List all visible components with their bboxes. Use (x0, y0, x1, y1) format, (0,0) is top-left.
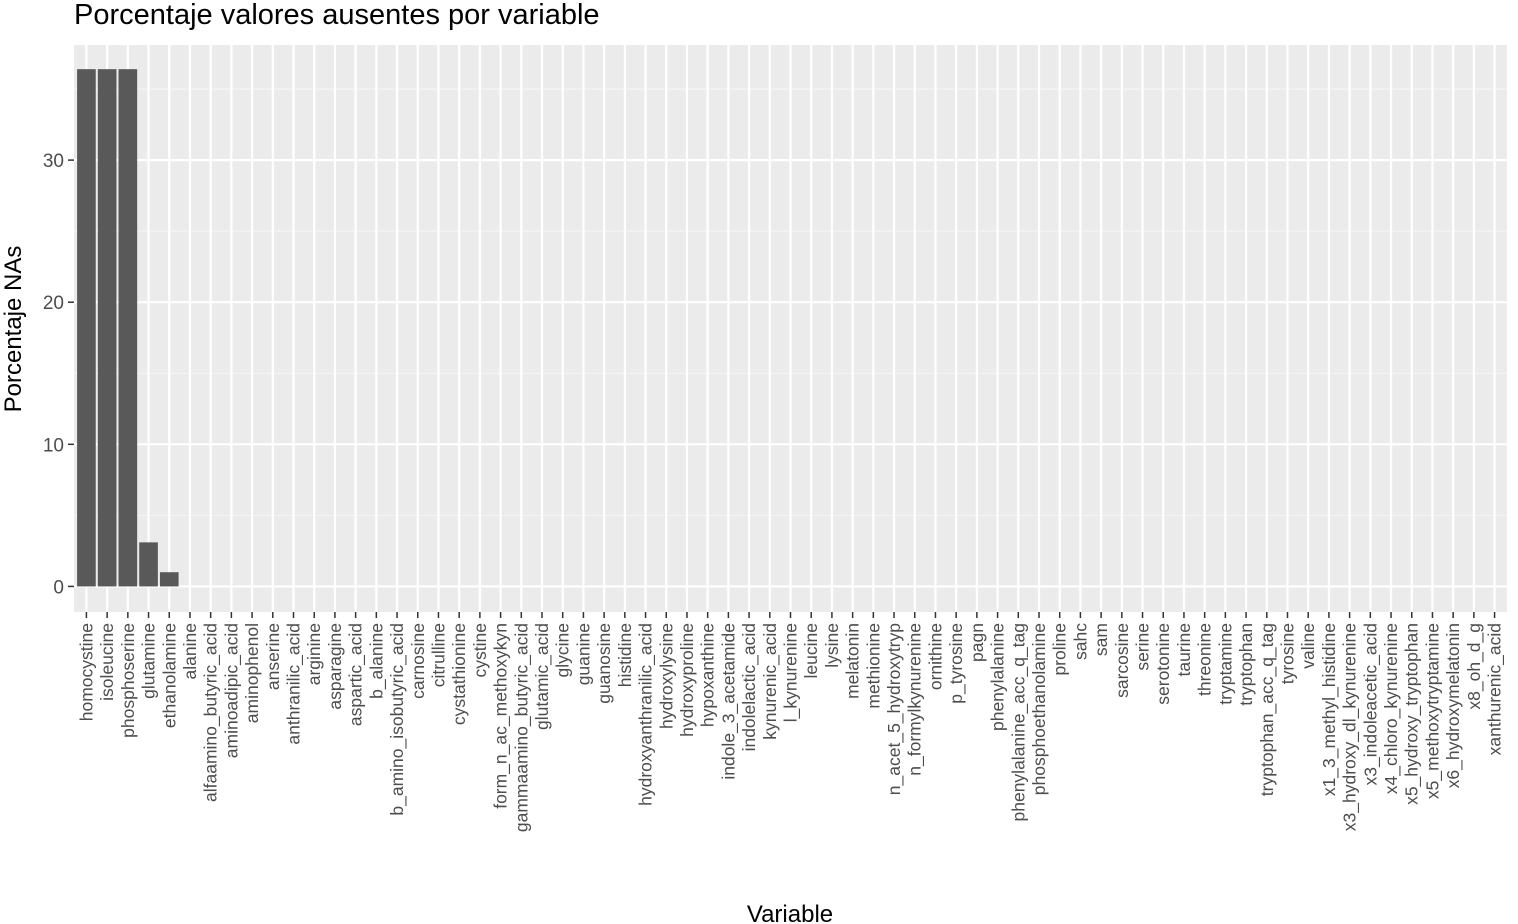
x-tick-label: x1_3_methyl_histidine (1319, 623, 1340, 796)
y-tick-label: 10 (43, 435, 64, 456)
x-tick-label: carnosine (408, 623, 428, 699)
x-tick-label: phosphoserine (118, 623, 138, 738)
x-tick-label: cystine (470, 623, 490, 677)
x-tick-label: pagn (967, 623, 987, 662)
x-tick-label: tryptamine (1215, 623, 1235, 705)
x-tick-label: aminophenol (242, 623, 262, 723)
x-tick-label: hydroxyanthranilic_acid (636, 623, 657, 806)
x-tick-label: isoleucine (97, 623, 117, 701)
x-tick-label: threonine (1195, 623, 1215, 696)
x-tick-label: tyrosine (1277, 623, 1297, 684)
x-tick-label: hydroxylysine (656, 623, 676, 729)
x-tick-label: xanthurenic_acid (1485, 623, 1506, 755)
x-tick-label: form_n_ac_methoxykyn (491, 623, 512, 809)
bar-phosphoserine (118, 69, 138, 587)
x-tick-label: n_acet_5_hydroxytryp (884, 623, 905, 795)
y-tick-label: 30 (43, 151, 64, 172)
x-tick-label: hypoxanthine (698, 623, 718, 727)
x-tick-label: tryptophan_acc_q_tag (1257, 623, 1278, 796)
x-tick-label: x5_methoxytryptamine (1422, 623, 1443, 799)
x-tick-label: x3_hydroxy_dl_kynurenine (1340, 623, 1361, 831)
x-tick-label: cystathionine (449, 623, 469, 725)
y-axis: 0 10 20 30 (43, 151, 74, 598)
y-tick-label: 0 (53, 577, 64, 598)
x-tick-label: n_formylkynurenine (905, 623, 926, 776)
x-tick-label: sahc (1070, 623, 1090, 660)
x-tick-label: glycine (553, 623, 573, 677)
x-axis: homocystine isoleucine phosphoserine glutam… (76, 612, 1506, 832)
x-tick-label: arginine (304, 623, 324, 685)
x-tick-label: anserine (263, 623, 283, 690)
x-tick-label: sarcosine (1112, 623, 1132, 698)
x-tick-label: guanine (573, 623, 593, 685)
x-tick-label: phenylalanine_acc_q_tag (1008, 623, 1029, 822)
x-tick-label: b_amino_isobutyric_acid (387, 623, 408, 816)
x-axis-title: Variable (747, 901, 833, 924)
x-tick-label: histidine (615, 623, 635, 687)
x-tick-label: aminoadipic_acid (221, 623, 242, 758)
x-tick-label: kynurenic_acid (760, 623, 781, 740)
x-tick-label: indolelactic_acid (739, 623, 760, 751)
x-tick-label: x8_oh_d_g (1464, 623, 1485, 710)
x-tick-label: glutamic_acid (532, 623, 553, 730)
x-tick-label: gammaamino_butyric_acid (511, 623, 532, 832)
x-tick-label: x5_hydroxy_tryptophan (1402, 623, 1423, 805)
bar-ethanolamine (159, 572, 179, 587)
x-tick-label: aspartic_acid (346, 623, 367, 726)
x-tick-label: leucine (801, 623, 821, 678)
x-tick-label: phosphoethanolamine (1029, 623, 1049, 795)
x-tick-label: x4_chloro_kynurenine (1381, 623, 1402, 794)
x-tick-label: p_tyrosine (946, 623, 967, 704)
x-tick-label: alanine (180, 623, 200, 679)
x-tick-label: citrulline (428, 623, 448, 687)
x-tick-label: lysine (822, 623, 842, 668)
bar-homocystine (77, 69, 96, 587)
x-tick-label: indole_3_acetamide (718, 623, 739, 780)
x-tick-label: glutamine (139, 623, 159, 699)
x-tick-label: tryptophan (1236, 623, 1256, 706)
x-tick-label: ornithine (925, 623, 945, 690)
x-tick-label: taurine (1174, 623, 1194, 677)
x-tick-label: sam (1091, 623, 1111, 656)
x-tick-label: ethanolamine (159, 623, 179, 728)
x-tick-label: hydroxyproline (677, 623, 697, 737)
x-tick-label: x6_hydroxymelatonin (1443, 623, 1464, 788)
chart-title: Porcentaje valores ausentes por variable (74, 0, 600, 31)
x-tick-label: b_alanine (366, 623, 387, 699)
x-tick-label: methionine (863, 623, 883, 709)
x-tick-label: phenylalanine (988, 623, 1008, 731)
x-tick-label: asparagine (325, 623, 345, 710)
x-tick-label: homocystine (76, 623, 96, 721)
x-tick-label: x3_indoleacetic_acid (1360, 623, 1381, 785)
x-tick-label: anthranilic_acid (284, 623, 305, 745)
y-axis-title: Porcentaje NAs (0, 246, 27, 413)
x-tick-label: alfaamino_butyric_acid (201, 623, 222, 802)
x-tick-label: serine (1133, 623, 1153, 671)
bar-isoleucine (97, 69, 117, 587)
x-tick-label: valine (1298, 623, 1318, 669)
y-tick-label: 20 (43, 293, 64, 314)
x-tick-label: l_kynurenine (781, 623, 802, 722)
bars (77, 69, 179, 587)
x-tick-label: guanosine (594, 623, 614, 704)
bar-glutamine (139, 542, 158, 587)
x-tick-label: proline (1050, 623, 1070, 676)
x-tick-label: serotonine (1153, 623, 1173, 705)
x-tick-label: melatonin (843, 623, 863, 699)
